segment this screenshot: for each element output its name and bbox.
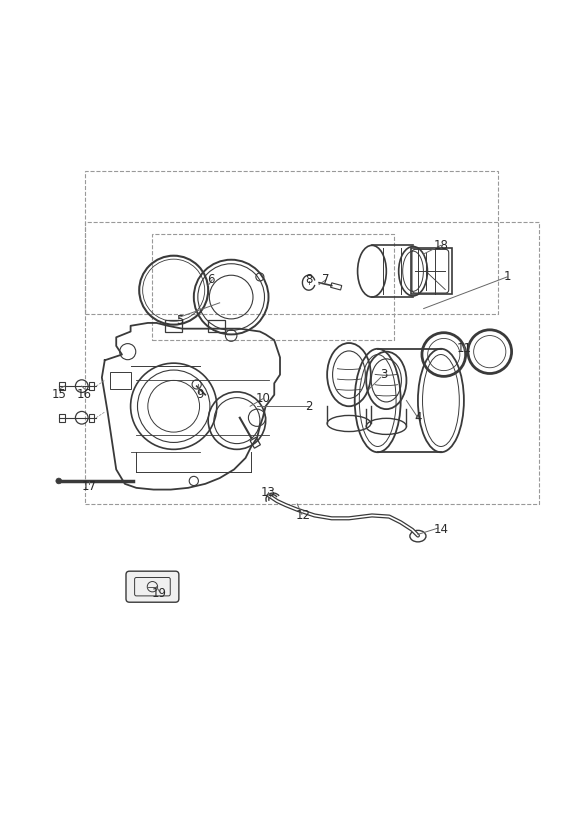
Bar <box>152 234 394 340</box>
Text: 12: 12 <box>296 509 311 522</box>
Bar <box>250 438 261 448</box>
Text: 2: 2 <box>305 400 312 413</box>
Text: 13: 13 <box>261 486 276 499</box>
Text: 16: 16 <box>77 388 92 401</box>
Text: 6: 6 <box>208 274 215 286</box>
Bar <box>331 283 342 290</box>
Bar <box>85 222 539 504</box>
Text: 17: 17 <box>82 480 97 494</box>
Text: 3: 3 <box>380 368 387 382</box>
Bar <box>59 382 65 390</box>
Text: 10: 10 <box>255 392 270 405</box>
Text: 11: 11 <box>456 342 472 355</box>
Bar <box>89 414 94 422</box>
Text: 19: 19 <box>152 587 167 600</box>
Text: 8: 8 <box>305 274 312 286</box>
Text: 7: 7 <box>322 274 330 286</box>
Text: 18: 18 <box>434 239 448 252</box>
Bar <box>89 382 94 390</box>
Bar <box>59 414 65 422</box>
Bar <box>85 171 498 314</box>
Text: 5: 5 <box>175 314 183 326</box>
FancyBboxPatch shape <box>126 571 179 602</box>
Text: 4: 4 <box>414 411 422 424</box>
Text: 15: 15 <box>52 388 67 401</box>
Text: 9: 9 <box>196 388 203 401</box>
Circle shape <box>56 478 62 484</box>
Text: 14: 14 <box>433 523 448 536</box>
Text: 1: 1 <box>503 270 511 283</box>
